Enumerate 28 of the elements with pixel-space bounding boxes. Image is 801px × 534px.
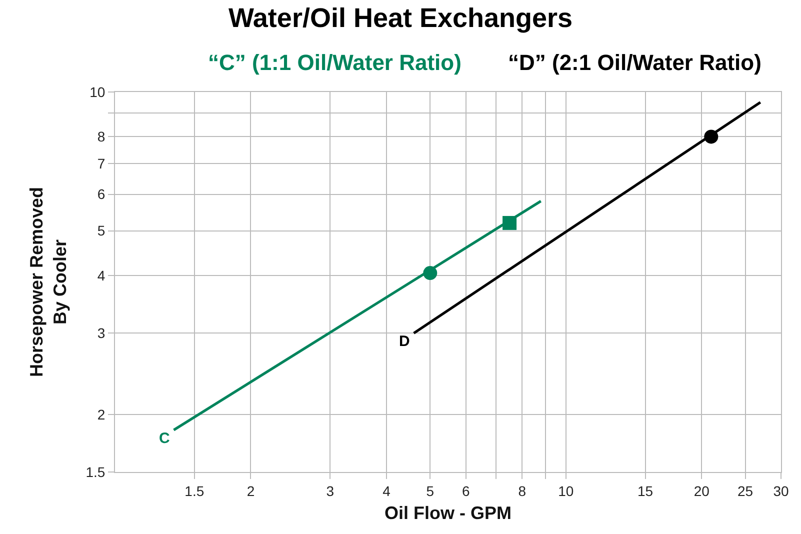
series-label: “D” (2:1 Oil/Water Ratio) (508, 50, 762, 75)
y-tick-label: 3 (97, 325, 106, 342)
y-tick-label: 8 (97, 128, 106, 145)
annotation: C (159, 430, 170, 447)
x-tick-label: 15 (637, 482, 654, 499)
x-tick-label: 30 (773, 482, 789, 499)
x-tick-label: 20 (694, 482, 710, 499)
y-tick-label: 7 (97, 155, 106, 172)
annotation: D (399, 333, 410, 350)
x-tick-label: 3 (326, 482, 334, 499)
x-tick-label: 10 (558, 482, 574, 499)
x-tick-label: 1.5 (184, 482, 204, 499)
x-tick-label: 6 (462, 482, 470, 499)
y-tick-label: 1.5 (86, 464, 106, 480)
text: “C” (1:1 Oil/Water Ratio) (208, 50, 462, 75)
x-tick-label: 25 (738, 482, 754, 499)
x-tick-label: 8 (518, 482, 526, 499)
y-tick-label: 4 (97, 267, 106, 284)
y-tick-label: 2 (97, 406, 106, 422)
chart-title: Water/Oil Heat Exchangers (228, 2, 573, 33)
x-tick-label: 4 (382, 482, 391, 499)
x-tick-label: 5 (426, 482, 434, 499)
y-tick-label: 6 (97, 186, 106, 202)
y-axis-title: Horsepower Removed By Cooler (26, 186, 70, 378)
x-axis-title: Oil Flow - GPM (384, 502, 512, 523)
y-tick-label: 10 (90, 84, 106, 100)
x-tick-label: 2 (246, 482, 255, 499)
y-tick-label: 5 (97, 222, 106, 239)
